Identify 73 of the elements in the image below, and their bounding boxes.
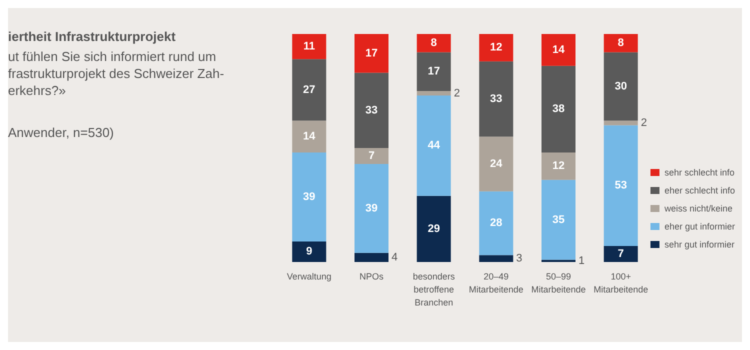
bar xyxy=(542,66,576,153)
data-label: 17 xyxy=(428,66,440,78)
legend-label: sehr schlecht info xyxy=(664,168,735,178)
x-tick-label: Verwaltung xyxy=(286,272,332,282)
data-label: 28 xyxy=(490,217,502,230)
x-tick-label: NPOs xyxy=(359,272,384,282)
bar xyxy=(292,34,326,60)
bar xyxy=(542,34,576,66)
data-label: 33 xyxy=(365,104,378,116)
data-label: 11 xyxy=(303,40,315,53)
bar xyxy=(292,120,326,153)
bar xyxy=(479,136,514,192)
bar xyxy=(542,180,576,260)
data-label: 29 xyxy=(428,222,440,235)
bar xyxy=(604,52,638,121)
x-tick-label: 100+ Mitarbeitende xyxy=(594,272,648,294)
data-label: 44 xyxy=(428,140,441,152)
data-label: 53 xyxy=(614,180,627,192)
data-label: 1 xyxy=(578,254,585,267)
bar xyxy=(542,152,576,180)
bar xyxy=(604,246,638,262)
data-label: 7 xyxy=(618,248,624,260)
data-label: 8 xyxy=(430,37,437,50)
data-label: 14 xyxy=(552,44,566,56)
bar xyxy=(416,34,451,52)
data-label: 33 xyxy=(490,92,502,105)
legend-label: eher schlecht info xyxy=(664,186,736,196)
data-label: 35 xyxy=(552,214,565,226)
data-label: 2 xyxy=(454,87,460,100)
bar xyxy=(604,34,638,52)
data-label: 14 xyxy=(303,130,316,143)
data-label: 3 xyxy=(516,252,522,265)
bar xyxy=(604,125,638,246)
bar xyxy=(479,61,514,137)
bar xyxy=(604,120,638,126)
x-tick-label: besonders betroffene Branchen xyxy=(412,272,456,308)
legend-label: weiss nicht/keine xyxy=(663,204,733,214)
data-label: 4 xyxy=(392,251,398,264)
text: iertheit Infrastrukturprojekt xyxy=(8,29,176,44)
bar xyxy=(479,255,514,262)
data-label: 30 xyxy=(614,80,627,92)
data-label: 8 xyxy=(618,37,624,50)
data-label: 39 xyxy=(303,191,316,204)
data-label: 12 xyxy=(552,160,565,172)
bar xyxy=(292,59,326,121)
bar xyxy=(354,164,388,253)
x-tick-label: 50–99 Mitarbeitende xyxy=(531,272,586,294)
text: Anwender, n=530) xyxy=(8,125,114,140)
bar xyxy=(479,34,514,62)
bar xyxy=(416,91,451,96)
legend-label: sehr gut informier xyxy=(664,240,734,250)
data-label: 7 xyxy=(368,150,375,162)
data-label: 39 xyxy=(365,202,378,214)
bar xyxy=(354,72,388,148)
bar xyxy=(292,241,326,262)
bar xyxy=(354,252,388,262)
data-label: 17 xyxy=(365,47,378,60)
text: ut fühlen Sie sich informiert rund um frastrukturprojekt des Schweizer Zah- erkehrs?» xyxy=(8,49,224,98)
bar xyxy=(416,96,451,196)
data-label: 38 xyxy=(552,103,565,116)
bar xyxy=(416,196,451,262)
data-label: 9 xyxy=(306,246,312,258)
data-label: 27 xyxy=(303,84,316,96)
bar xyxy=(354,34,388,73)
bar xyxy=(292,152,326,242)
data-label: 12 xyxy=(490,42,502,54)
data-label: 2 xyxy=(640,116,647,129)
bar xyxy=(416,52,451,91)
x-tick-label: 20–49 Mitarbeitende xyxy=(468,272,524,294)
bar xyxy=(354,148,388,164)
bar xyxy=(479,191,514,256)
legend-label: eher gut informier xyxy=(664,222,736,232)
data-label: 24 xyxy=(490,158,504,170)
